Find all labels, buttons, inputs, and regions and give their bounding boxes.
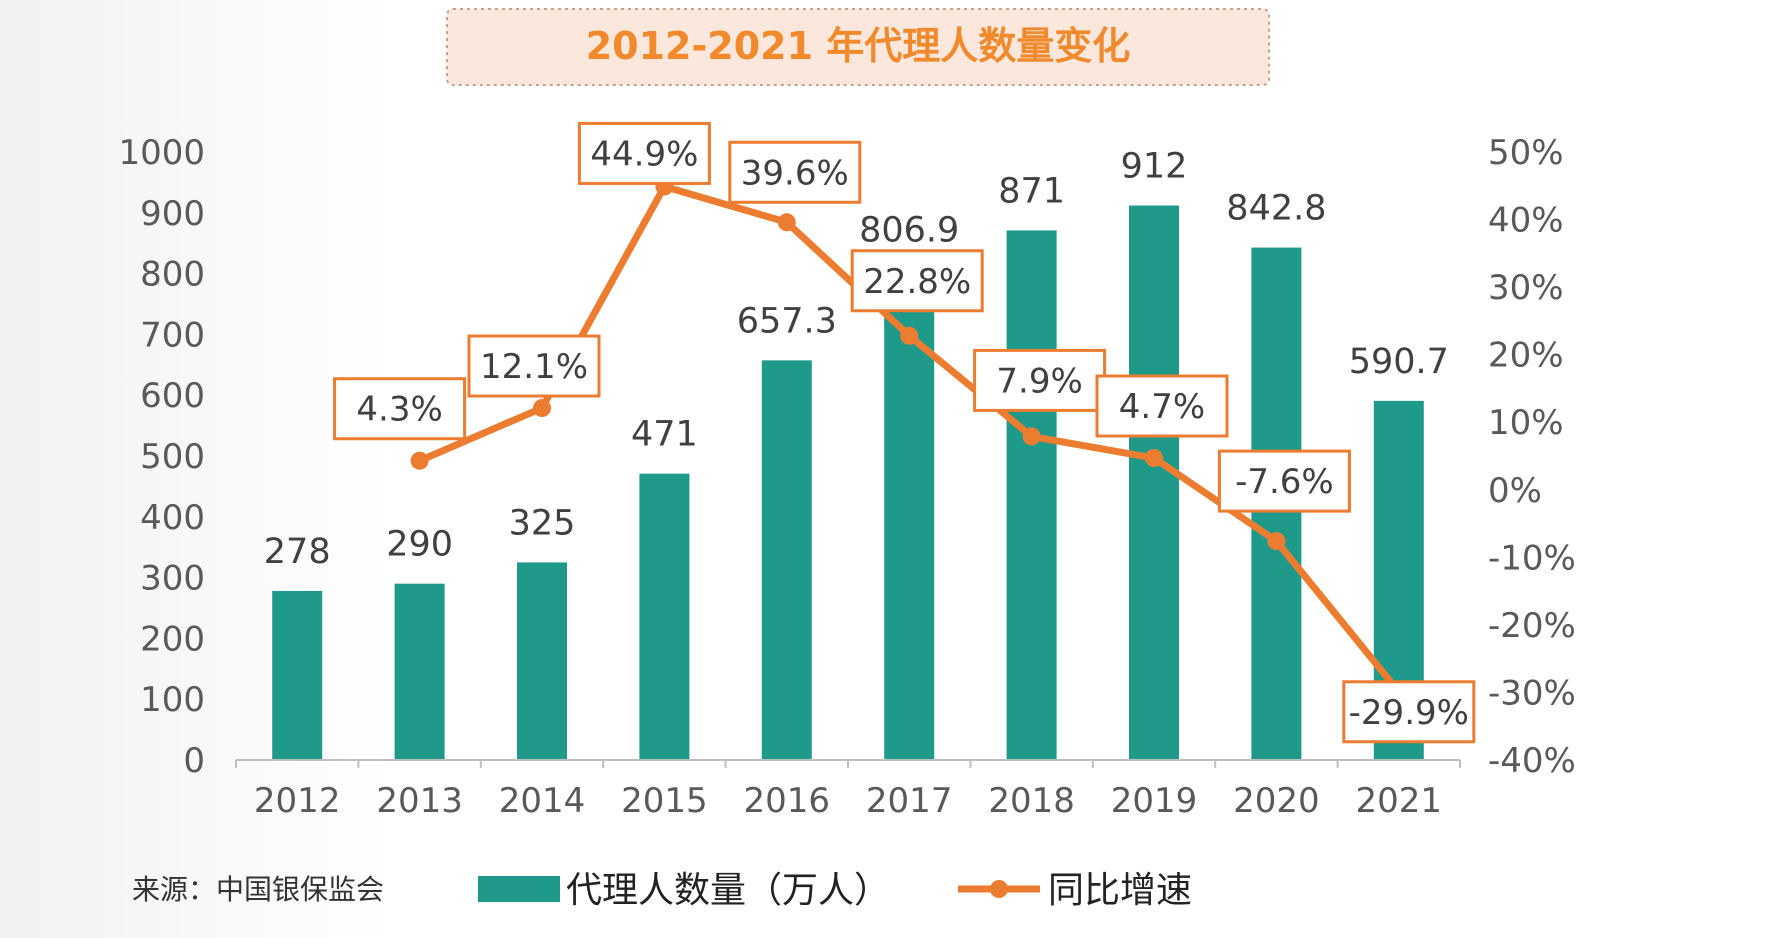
growth-label: 7.9% [996,361,1082,401]
bar-value-label: 806.9 [859,210,959,250]
y2-tick-label: 40% [1488,201,1564,241]
line-labels: 4.3% 12.1% 44.9% 39.6% 22.8% 7.9% 4.7% -7.6% -29… [333,121,1476,744]
growth-label-box [1342,680,1476,744]
y-tick-label: 200 [140,619,205,659]
y2-tick-label: -10% [1488,538,1576,578]
growth-label: 39.6% [741,153,849,193]
y-tick-label: 0 [183,741,205,781]
title-box [446,8,1270,86]
growth-label-box [1095,374,1229,438]
growth-label: 44.9% [590,134,698,174]
x-tick-label: 2020 [1233,781,1320,821]
y2-tick-label: -30% [1488,673,1576,713]
bar-value-label: 325 [509,503,576,543]
x-axis: 2012 2013 2014 2015 2016 2017 2018 2019 2020 2021 [235,759,1461,821]
y-tick-label: 700 [140,315,205,355]
bar-value-label: 471 [631,415,698,455]
y-tick-label: 600 [140,376,205,416]
x-tick-label: 2014 [499,781,586,821]
growth-label: -29.9% [1349,693,1469,733]
y-tick-label: 800 [140,255,205,295]
bar-value-label: 912 [1121,147,1188,187]
growth-label-box [728,140,862,204]
x-tick-label: 2019 [1111,781,1198,821]
y2-tick-label: 50% [1488,133,1564,173]
x-tick-label: 2021 [1356,781,1443,821]
x-tick-label: 2017 [866,781,953,821]
y2-tick-label: 30% [1488,268,1564,308]
y-axis-left: 0 100 200 300 400 500 600 700 800 900 1000 [118,133,205,781]
x-tick-label: 2018 [988,781,1075,821]
bar-labels: 278 290 325 471 657.3 806.9 871 912 842.8 590.7 [264,147,1449,572]
x-tick-label: 2015 [621,781,708,821]
y-tick-label: 500 [140,437,205,477]
bar [1006,230,1057,760]
growth-label: -7.6% [1235,462,1334,502]
bar [761,360,812,760]
bar-value-label: 842.8 [1226,189,1326,229]
bar-value-label: 290 [386,525,453,565]
growth-label: 4.7% [1119,387,1205,427]
line-point [1267,532,1286,551]
line-point [410,451,429,470]
line-point [900,326,919,345]
bar-value-label: 657.3 [737,301,837,341]
bar [1129,205,1179,760]
legend-bar-swatch [478,876,560,902]
growth-label: 4.3% [356,390,442,430]
legend-line-label: 同比增速 [1048,870,1192,911]
growth-label-box [333,377,467,441]
y2-tick-label: -40% [1488,741,1576,781]
bar [639,473,690,760]
bar [272,590,323,760]
footer: 来源：中国银保监会 代理人数量（万人） 同比增速 [132,870,1192,911]
legend: 代理人数量（万人） 同比增速 [478,870,1192,911]
x-tick-label: 2016 [744,781,831,821]
title-group: 2012-2021 年代理人数量变化 [446,8,1270,86]
y-tick-label: 100 [140,680,205,720]
y-tick-label: 400 [140,498,205,538]
growth-label: 12.1% [480,347,588,387]
growth-label-box [577,121,711,185]
y-tick-label: 300 [140,559,205,599]
bar-value-label: 278 [264,532,331,572]
y2-tick-label: -20% [1488,606,1576,646]
bar [394,583,445,760]
y2-tick-label: 20% [1488,336,1564,376]
y-axis-right: -40% -30% -20% -10% 0% 10% 20% 30% 40% 50% [1488,133,1576,781]
bar-value-label: 590.7 [1349,342,1449,382]
x-tick-label: 2012 [254,781,341,821]
growth-label-box [467,334,601,398]
source-note: 来源：中国银保监会 [132,873,384,906]
y-tick-label: 900 [140,194,205,234]
growth-label-box [973,348,1107,412]
chart-title: 2012-2021 年代理人数量变化 [586,24,1131,68]
growth-label: 22.8% [863,262,971,302]
x-tick-label: 2013 [376,781,463,821]
legend-line-marker [990,880,1008,898]
line-point [1022,427,1041,446]
growth-label-box [850,249,984,313]
growth-label-box [1217,449,1351,513]
line-point [777,213,796,232]
line-point [533,399,551,418]
bar [517,562,567,760]
y2-tick-label: 10% [1488,403,1564,443]
line-point [1145,449,1163,468]
y-tick-label: 1000 [118,133,205,173]
legend-bar-label: 代理人数量（万人） [566,870,890,911]
bar-value-label: 871 [998,171,1065,211]
y2-tick-label: 0% [1488,471,1542,511]
